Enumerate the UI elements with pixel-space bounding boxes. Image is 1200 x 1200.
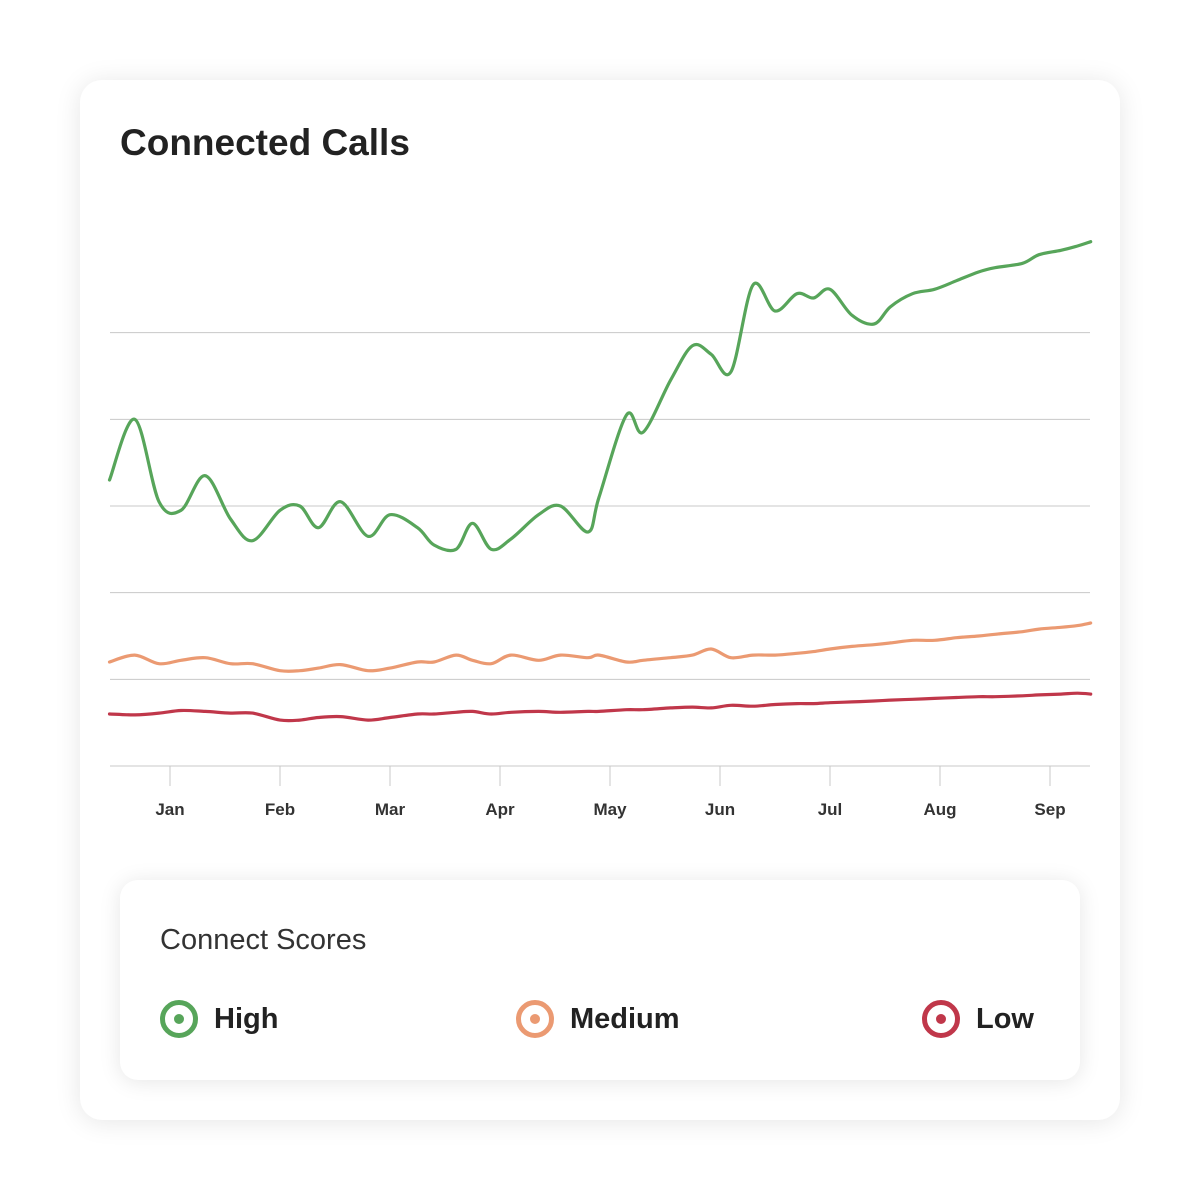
legend-item-medium[interactable]: Medium xyxy=(516,998,680,1040)
legend-label-medium: Medium xyxy=(570,1002,680,1035)
series-lines xyxy=(107,240,1093,723)
low-dot-icon xyxy=(922,1000,960,1038)
x-tick-label: Jun xyxy=(705,800,735,819)
legend-panel: Connect Scores High Medium Low xyxy=(120,880,1080,1080)
x-tick-label: May xyxy=(593,800,627,819)
x-tick-label: Sep xyxy=(1034,800,1065,819)
series-line-low xyxy=(107,691,1093,723)
x-tick-label: Aug xyxy=(923,800,956,819)
x-tick-label: Feb xyxy=(265,800,295,819)
series-line-high xyxy=(107,240,1093,553)
legend-item-high[interactable]: High xyxy=(160,998,278,1040)
legend-item-low[interactable]: Low xyxy=(922,998,1034,1040)
x-tick-label: Jul xyxy=(818,800,843,819)
high-dot-icon xyxy=(160,1000,198,1038)
chart-card: Connected Calls Jan Feb Mar Apr May Jun Jul Aug… xyxy=(80,80,1120,1120)
chart-title: Connected Calls xyxy=(120,122,410,163)
legend-label-low: Low xyxy=(976,1002,1034,1035)
grid-lines xyxy=(110,332,1090,767)
x-tick-label: Apr xyxy=(485,800,515,819)
series-line-medium xyxy=(107,621,1093,673)
medium-dot-icon xyxy=(516,1000,554,1038)
legend-label-high: High xyxy=(214,1002,279,1035)
x-tick-label: Mar xyxy=(375,800,406,819)
legend-title: Connect Scores xyxy=(160,924,367,956)
x-tick-label: Jan xyxy=(155,800,184,819)
line-chart: Jan Feb Mar Apr May Jun Jul Aug Sep xyxy=(107,240,1093,819)
x-axis-ticks: Jan Feb Mar Apr May Jun Jul Aug Sep xyxy=(155,766,1066,819)
